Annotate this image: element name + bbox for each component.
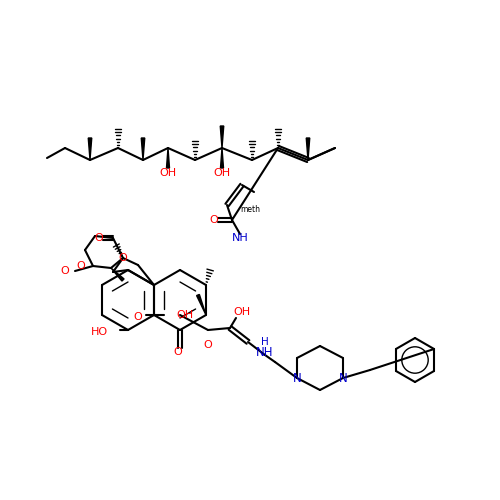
- Text: O: O: [134, 312, 142, 322]
- Text: OH: OH: [214, 168, 230, 178]
- Text: H: H: [261, 337, 269, 347]
- Text: O: O: [204, 340, 212, 350]
- Text: O: O: [118, 253, 128, 263]
- Polygon shape: [166, 148, 170, 168]
- Polygon shape: [142, 138, 144, 160]
- Text: N: N: [338, 372, 347, 384]
- Polygon shape: [220, 148, 224, 168]
- Text: meth: meth: [240, 206, 260, 214]
- Text: O: O: [174, 347, 182, 357]
- Text: O: O: [60, 266, 70, 276]
- Text: OH: OH: [160, 168, 176, 178]
- Polygon shape: [220, 126, 224, 148]
- Text: OH: OH: [234, 307, 250, 317]
- Text: N: N: [292, 372, 302, 384]
- Text: NH: NH: [232, 233, 248, 243]
- Text: O: O: [210, 215, 218, 225]
- Polygon shape: [88, 138, 92, 160]
- Text: O: O: [94, 233, 104, 243]
- Text: OH: OH: [176, 310, 193, 320]
- Polygon shape: [306, 138, 310, 160]
- Polygon shape: [111, 268, 124, 281]
- Text: O: O: [76, 261, 86, 271]
- Text: HO: HO: [91, 327, 108, 337]
- Polygon shape: [196, 294, 206, 315]
- Text: NH: NH: [256, 346, 274, 358]
